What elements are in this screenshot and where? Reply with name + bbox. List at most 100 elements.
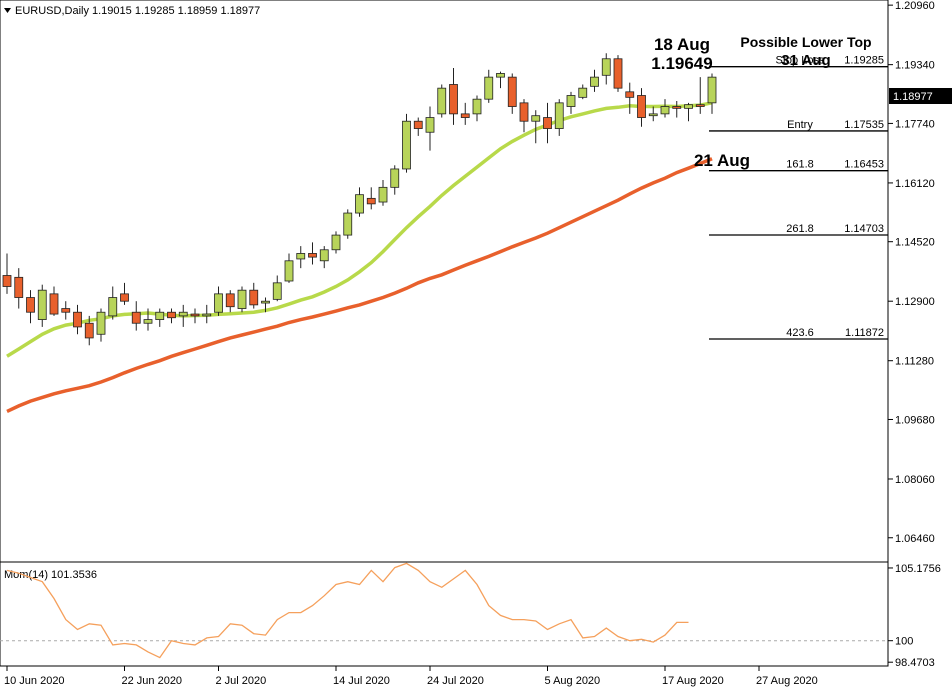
candle-body [695, 104, 705, 107]
date-tick-label: 27 Aug 2020 [756, 675, 818, 687]
candle-body [26, 297, 35, 313]
candle-body [601, 58, 611, 76]
candle-body [61, 308, 71, 313]
candle-body [390, 168, 400, 188]
candle-body [237, 289, 247, 309]
candle-body [202, 313, 212, 317]
momentum-panel-frame [0, 561, 889, 667]
candle-body [425, 117, 435, 133]
candle-body [49, 293, 59, 315]
candle-body [590, 76, 599, 87]
annotation-21aug: 21 Aug [694, 151, 750, 170]
ma-slow-line [6, 157, 713, 413]
date-tick-label: 14 Jul 2020 [333, 675, 390, 687]
candle-body [296, 253, 306, 260]
momentum-line [6, 562, 689, 659]
date-tick-label: 5 Aug 2020 [545, 675, 601, 687]
candle-body [566, 95, 576, 107]
candle-body [167, 311, 176, 319]
candle-body [343, 212, 353, 236]
candle-body [648, 113, 658, 117]
candle-body [14, 276, 24, 298]
candle-body [684, 104, 693, 109]
candle-body [496, 73, 505, 78]
price-tick-label: 1.14520 [895, 237, 935, 249]
candle-body [178, 311, 188, 317]
annotation-31aug: 31 Aug [781, 52, 830, 69]
candle-body [449, 84, 458, 115]
date-tick-label: 2 Jul 2020 [216, 675, 267, 687]
candle-body [460, 113, 470, 118]
level-value: 1.17535 [844, 119, 884, 131]
candle-body [73, 311, 82, 328]
level-value: 1.11872 [845, 327, 884, 339]
candle-body [507, 76, 517, 107]
date-tick-label: 10 Jun 2020 [4, 675, 65, 687]
candle-body [366, 197, 376, 205]
momentum-title: Mom(14) 101.3536 [4, 569, 97, 581]
candle-body [37, 289, 47, 320]
candle-body [319, 249, 329, 262]
level-value: 1.14703 [844, 223, 884, 235]
candle-body [613, 58, 623, 89]
candle-body [413, 120, 423, 129]
price-tick-label: 1.08060 [895, 474, 935, 486]
candle-body [519, 102, 529, 122]
candle-body [261, 300, 270, 304]
annotation-18aug-price: 1.19649 [651, 54, 712, 73]
candle-body [225, 293, 235, 308]
candle-body [120, 293, 129, 302]
candle-body [437, 87, 447, 115]
price-tick-label: 1.16120 [895, 178, 935, 190]
current-price-label: 1.18977 [893, 91, 933, 103]
candle-body [190, 313, 200, 317]
date-tick-label: 24 Jul 2020 [427, 675, 484, 687]
level-value: 1.16453 [844, 159, 884, 171]
candle-body [308, 253, 317, 258]
candle-body [707, 76, 717, 104]
candle-body [637, 95, 646, 118]
collapse-arrow-icon[interactable] [4, 8, 11, 13]
date-tick-label: 22 Jun 2020 [122, 675, 183, 687]
candle-body [108, 297, 118, 317]
main-panel-frame [0, 0, 889, 563]
candle-body [402, 120, 411, 170]
price-tick-label: 1.09680 [895, 414, 935, 426]
candle-body [331, 234, 341, 251]
level-label: Stop Loss [776, 55, 825, 67]
level-label: 423.6 [786, 327, 814, 339]
price-tick-label: 1.20960 [895, 0, 935, 12]
momentum-tick-label: 105.1756 [895, 563, 941, 575]
current-price-tag [889, 88, 952, 104]
candle-body [214, 293, 223, 313]
price-tick-label: 1.17740 [895, 118, 935, 130]
candle-body [272, 282, 282, 300]
candle-body [543, 117, 552, 129]
price-tick-label: 1.06460 [895, 533, 935, 545]
candle-body [660, 106, 670, 115]
candle-body [2, 275, 12, 287]
chart-title: EURUSD,Daily 1.19015 1.19285 1.18959 1.1… [15, 5, 260, 17]
candle-body [672, 106, 682, 109]
level-value: 1.19285 [844, 55, 884, 67]
candle-body [84, 322, 94, 339]
date-tick-label: 17 Aug 2020 [662, 675, 724, 687]
candle-body [625, 91, 635, 98]
momentum-tick-label: 98.4703 [895, 657, 935, 669]
candle-body [249, 289, 259, 306]
candle-body [554, 102, 564, 129]
candle-body [284, 260, 294, 282]
candle-body [155, 311, 165, 320]
level-label: 161.8 [786, 159, 814, 171]
candle-body [355, 194, 364, 214]
price-tick-label: 1.11280 [895, 356, 934, 368]
candle-body [131, 311, 141, 324]
level-label: Entry [787, 119, 813, 131]
candle-body [378, 186, 388, 203]
candle-body [531, 115, 541, 122]
price-tick-label: 1.12900 [895, 296, 935, 308]
candle-body [143, 319, 153, 324]
candle-body [472, 98, 482, 115]
annotation-lower-top: Possible Lower Top [740, 34, 871, 50]
